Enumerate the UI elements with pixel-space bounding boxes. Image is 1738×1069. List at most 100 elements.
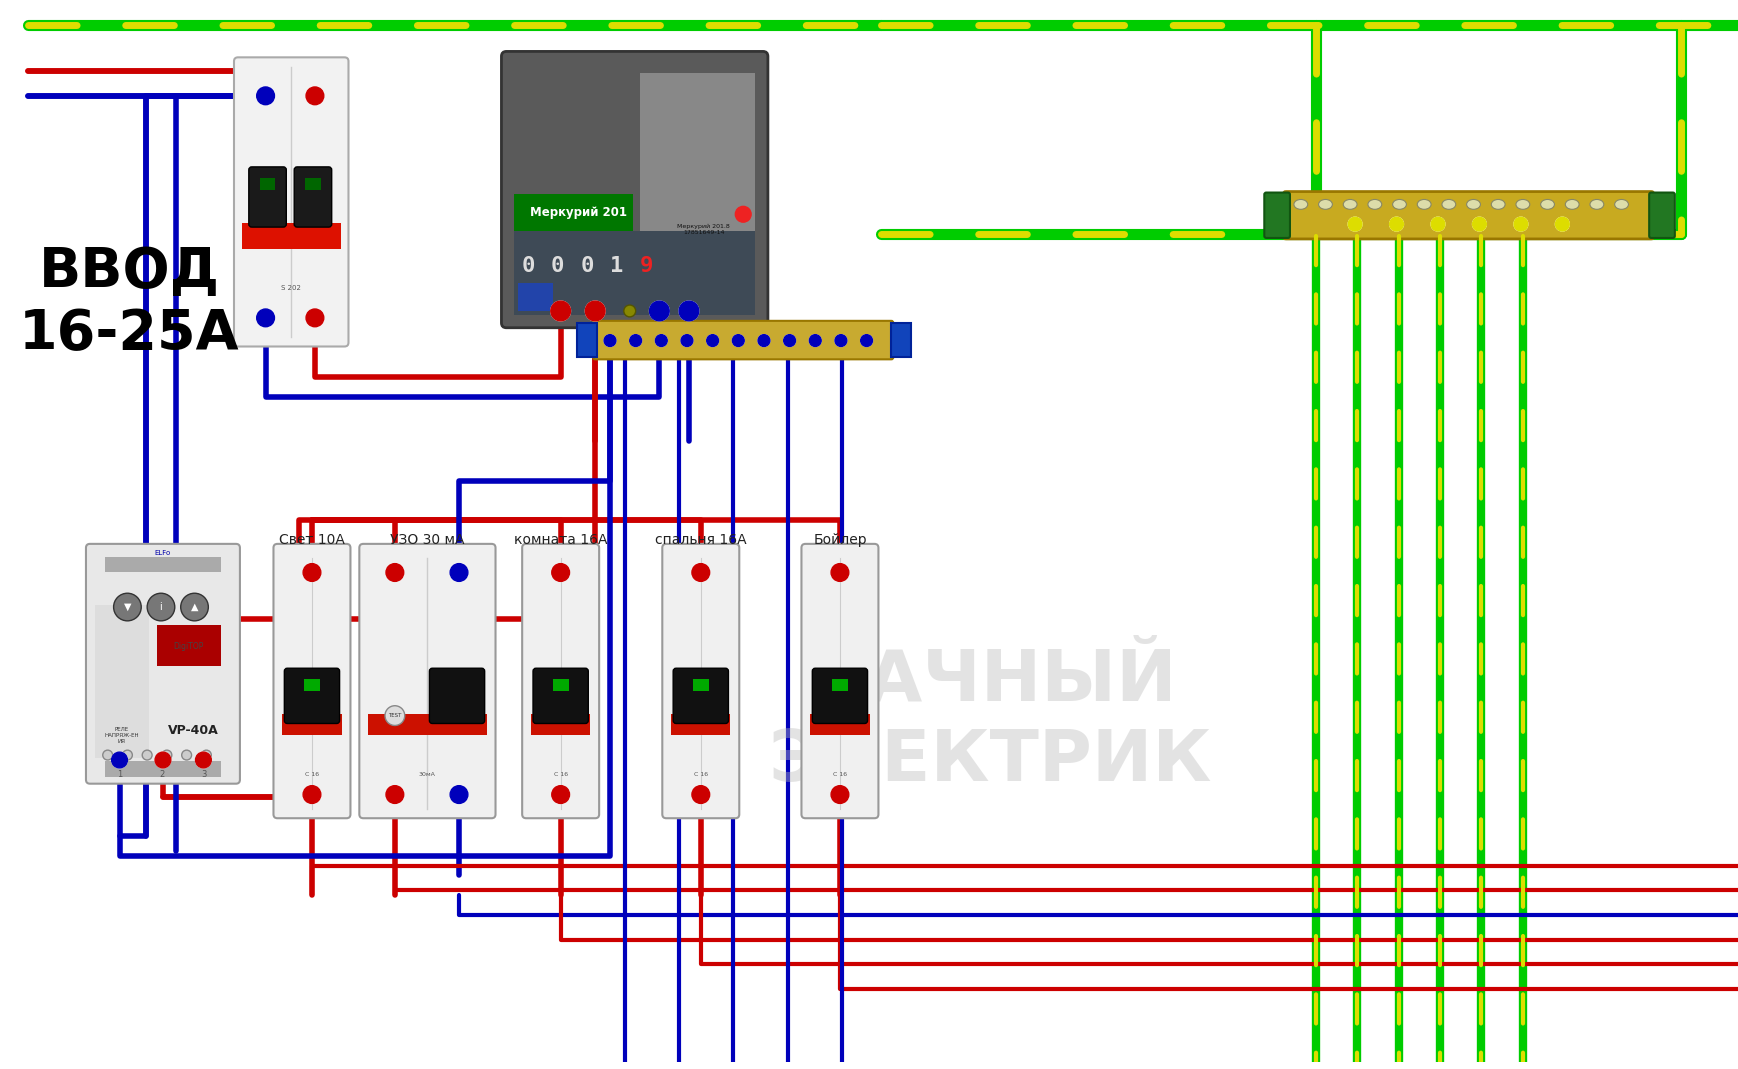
Text: ▲: ▲ [191, 602, 198, 613]
Circle shape [551, 786, 570, 804]
Text: ▼: ▼ [123, 602, 130, 613]
Circle shape [650, 301, 669, 321]
Circle shape [834, 335, 846, 346]
Ellipse shape [1516, 200, 1529, 210]
FancyBboxPatch shape [273, 544, 351, 818]
Circle shape [707, 335, 718, 346]
Circle shape [450, 786, 468, 804]
Bar [282, 714, 342, 735]
Circle shape [306, 87, 323, 105]
Circle shape [629, 335, 641, 346]
Circle shape [624, 305, 636, 316]
Circle shape [306, 309, 323, 327]
Circle shape [758, 335, 770, 346]
Circle shape [202, 750, 212, 760]
Circle shape [181, 593, 209, 621]
Circle shape [810, 335, 820, 346]
Circle shape [586, 301, 605, 321]
Circle shape [1390, 217, 1404, 231]
Circle shape [1514, 217, 1528, 231]
Circle shape [450, 786, 468, 804]
Text: 0: 0 [521, 255, 535, 276]
Text: S 202: S 202 [282, 285, 301, 291]
Ellipse shape [1416, 200, 1430, 210]
Ellipse shape [1467, 200, 1481, 210]
Text: 9: 9 [640, 255, 653, 276]
FancyBboxPatch shape [429, 668, 485, 724]
Circle shape [148, 593, 176, 621]
FancyBboxPatch shape [85, 544, 240, 784]
Ellipse shape [1443, 200, 1456, 210]
Circle shape [1472, 217, 1486, 231]
Circle shape [195, 753, 212, 768]
Circle shape [732, 335, 744, 346]
Ellipse shape [1343, 200, 1357, 210]
Circle shape [257, 87, 275, 105]
Bar [532, 714, 591, 735]
Circle shape [302, 563, 322, 582]
Circle shape [1390, 217, 1404, 231]
Circle shape [784, 335, 796, 346]
Bar [306, 177, 322, 189]
Bar [104, 557, 221, 573]
Circle shape [586, 301, 605, 321]
Circle shape [306, 87, 323, 105]
Bar [671, 714, 730, 735]
Ellipse shape [1368, 200, 1382, 210]
Circle shape [450, 563, 468, 582]
Text: 0: 0 [580, 255, 594, 276]
Bar [892, 323, 911, 357]
Circle shape [306, 309, 323, 327]
Circle shape [155, 753, 170, 768]
FancyBboxPatch shape [812, 668, 867, 724]
Text: РЕЛЕ
НАПРЯЖ-ЕН
ИЯ: РЕЛЕ НАПРЯЖ-ЕН ИЯ [104, 727, 139, 744]
Circle shape [1556, 217, 1569, 231]
Text: C 16: C 16 [833, 772, 846, 777]
Circle shape [732, 335, 744, 346]
Circle shape [860, 335, 872, 346]
Circle shape [605, 335, 615, 346]
Circle shape [1349, 217, 1363, 231]
Circle shape [103, 750, 113, 760]
Text: 1: 1 [116, 771, 122, 779]
Text: 3: 3 [202, 771, 207, 779]
Text: комната 16А: комната 16А [514, 533, 607, 547]
Text: DigiTOP: DigiTOP [174, 642, 203, 651]
Circle shape [162, 750, 172, 760]
Circle shape [302, 563, 322, 582]
FancyBboxPatch shape [534, 668, 587, 724]
Circle shape [257, 87, 275, 105]
Circle shape [111, 753, 127, 768]
Circle shape [1430, 217, 1444, 231]
FancyBboxPatch shape [360, 544, 495, 818]
Text: 0: 0 [551, 255, 565, 276]
Text: 30мА: 30мА [419, 772, 436, 777]
Circle shape [650, 301, 669, 321]
Circle shape [629, 335, 641, 346]
Text: VP-40A: VP-40A [169, 724, 219, 737]
FancyBboxPatch shape [249, 167, 287, 227]
Circle shape [111, 753, 127, 768]
Bar [514, 231, 754, 315]
Bar [368, 714, 487, 735]
Circle shape [551, 301, 570, 321]
FancyBboxPatch shape [294, 167, 332, 227]
Circle shape [302, 786, 322, 804]
Circle shape [692, 563, 709, 582]
Text: ВВОД
16-25А: ВВОД 16-25А [19, 245, 240, 361]
FancyBboxPatch shape [502, 51, 768, 328]
Circle shape [692, 563, 709, 582]
FancyBboxPatch shape [285, 668, 339, 724]
Circle shape [692, 786, 709, 804]
Circle shape [860, 335, 872, 346]
Ellipse shape [1293, 200, 1307, 210]
Text: C 16: C 16 [693, 772, 707, 777]
Circle shape [113, 593, 141, 621]
Circle shape [155, 753, 170, 768]
Circle shape [680, 301, 699, 321]
Circle shape [681, 335, 693, 346]
FancyBboxPatch shape [593, 321, 893, 359]
Circle shape [1556, 217, 1569, 231]
Circle shape [655, 335, 667, 346]
Circle shape [551, 563, 570, 582]
